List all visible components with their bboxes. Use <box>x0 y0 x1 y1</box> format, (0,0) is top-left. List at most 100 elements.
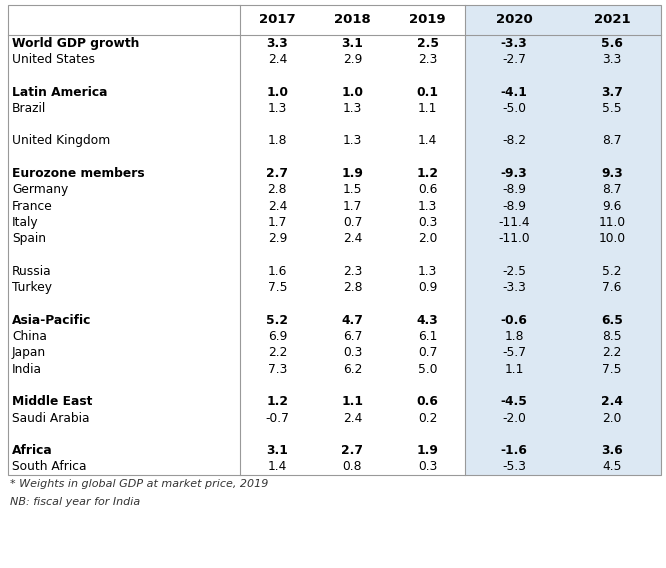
Text: Asia-Pacific: Asia-Pacific <box>12 314 91 327</box>
Text: -4.1: -4.1 <box>501 86 527 99</box>
Text: 0.3: 0.3 <box>418 461 438 474</box>
Text: 1.3: 1.3 <box>268 102 287 115</box>
Text: 6.1: 6.1 <box>418 330 438 343</box>
Text: 2.2: 2.2 <box>268 346 287 360</box>
Text: 2.3: 2.3 <box>343 265 362 278</box>
Text: 2.0: 2.0 <box>418 232 438 245</box>
Text: 4.7: 4.7 <box>342 314 364 327</box>
Text: 2.7: 2.7 <box>266 167 288 180</box>
Text: France: France <box>12 199 53 212</box>
Text: 2.8: 2.8 <box>268 183 287 197</box>
Text: 2.0: 2.0 <box>602 412 622 424</box>
Text: -1.6: -1.6 <box>501 444 527 457</box>
Text: 7.6: 7.6 <box>602 281 622 294</box>
Bar <box>8 5 661 475</box>
Text: 3.1: 3.1 <box>342 37 364 49</box>
Text: 1.1: 1.1 <box>504 362 523 375</box>
Text: Russia: Russia <box>12 265 52 278</box>
Text: 1.4: 1.4 <box>268 461 287 474</box>
Text: 2019: 2019 <box>409 14 446 27</box>
Text: 0.2: 0.2 <box>418 412 438 424</box>
Text: 3.3: 3.3 <box>266 37 288 49</box>
Text: 1.1: 1.1 <box>418 102 438 115</box>
Text: 2020: 2020 <box>496 14 532 27</box>
Text: 2018: 2018 <box>334 14 371 27</box>
Text: 1.8: 1.8 <box>268 135 287 148</box>
Text: 0.3: 0.3 <box>343 346 362 360</box>
Text: 11.0: 11.0 <box>599 216 625 229</box>
Bar <box>465 5 563 475</box>
Text: 2.9: 2.9 <box>268 232 287 245</box>
Text: 2.4: 2.4 <box>343 412 362 424</box>
Text: India: India <box>12 362 42 375</box>
Text: NB: fiscal year for India: NB: fiscal year for India <box>10 496 141 507</box>
Text: 4.5: 4.5 <box>602 461 622 474</box>
Text: 10.0: 10.0 <box>599 232 625 245</box>
Text: United States: United States <box>12 53 95 66</box>
Text: -2.5: -2.5 <box>502 265 526 278</box>
Text: 0.6: 0.6 <box>417 395 438 408</box>
Text: 6.7: 6.7 <box>343 330 362 343</box>
Text: 8.7: 8.7 <box>602 183 622 197</box>
Text: 1.7: 1.7 <box>268 216 287 229</box>
Text: 0.6: 0.6 <box>418 183 438 197</box>
Text: 2.4: 2.4 <box>601 395 623 408</box>
Text: 2017: 2017 <box>259 14 296 27</box>
Text: -5.3: -5.3 <box>502 461 526 474</box>
Text: United Kingdom: United Kingdom <box>12 135 111 148</box>
Text: 1.5: 1.5 <box>343 183 362 197</box>
Text: -2.0: -2.0 <box>502 412 526 424</box>
Text: 7.3: 7.3 <box>268 362 287 375</box>
Text: 0.8: 0.8 <box>343 461 362 474</box>
Text: 0.9: 0.9 <box>418 281 438 294</box>
Text: Latin America: Latin America <box>12 86 107 99</box>
Text: 1.6: 1.6 <box>268 265 287 278</box>
Text: 2021: 2021 <box>593 14 630 27</box>
Text: 7.5: 7.5 <box>602 362 622 375</box>
Text: -8.9: -8.9 <box>502 199 526 212</box>
Text: 0.7: 0.7 <box>343 216 362 229</box>
Text: Brazil: Brazil <box>12 102 46 115</box>
Text: 5.5: 5.5 <box>602 102 622 115</box>
Text: 0.3: 0.3 <box>418 216 438 229</box>
Text: Spain: Spain <box>12 232 46 245</box>
Text: * Weights in global GDP at market price, 2019: * Weights in global GDP at market price,… <box>10 479 268 489</box>
Text: -3.3: -3.3 <box>501 37 527 49</box>
Text: 5.2: 5.2 <box>266 314 288 327</box>
Text: 1.8: 1.8 <box>504 330 524 343</box>
Text: 6.2: 6.2 <box>343 362 362 375</box>
Text: 5.2: 5.2 <box>602 265 622 278</box>
Text: 0.1: 0.1 <box>416 86 438 99</box>
Text: 4.3: 4.3 <box>417 314 438 327</box>
Text: -0.7: -0.7 <box>266 412 289 424</box>
Text: 2.4: 2.4 <box>343 232 362 245</box>
Text: Middle East: Middle East <box>12 395 93 408</box>
Text: Japan: Japan <box>12 346 46 360</box>
Text: 6.5: 6.5 <box>601 314 623 327</box>
Text: 2.3: 2.3 <box>418 53 438 66</box>
Text: -0.6: -0.6 <box>501 314 527 327</box>
Text: -8.9: -8.9 <box>502 183 526 197</box>
Text: -4.5: -4.5 <box>501 395 527 408</box>
Text: 7.5: 7.5 <box>268 281 287 294</box>
Text: 1.0: 1.0 <box>266 86 288 99</box>
Text: 1.3: 1.3 <box>418 199 438 212</box>
Text: World GDP growth: World GDP growth <box>12 37 139 49</box>
Text: 1.3: 1.3 <box>418 265 438 278</box>
Text: -11.4: -11.4 <box>498 216 530 229</box>
Text: Eurozone members: Eurozone members <box>12 167 145 180</box>
Text: China: China <box>12 330 47 343</box>
Text: -3.3: -3.3 <box>502 281 526 294</box>
Text: Germany: Germany <box>12 183 68 197</box>
Text: 5.0: 5.0 <box>418 362 438 375</box>
Text: Turkey: Turkey <box>12 281 52 294</box>
Text: 0.7: 0.7 <box>418 346 438 360</box>
Text: 3.1: 3.1 <box>266 444 288 457</box>
Text: -2.7: -2.7 <box>502 53 526 66</box>
Text: 1.2: 1.2 <box>416 167 438 180</box>
Bar <box>563 5 661 475</box>
Text: -8.2: -8.2 <box>502 135 526 148</box>
Text: Saudi Arabia: Saudi Arabia <box>12 412 89 424</box>
Text: 2.4: 2.4 <box>268 199 287 212</box>
Text: 6.9: 6.9 <box>268 330 287 343</box>
